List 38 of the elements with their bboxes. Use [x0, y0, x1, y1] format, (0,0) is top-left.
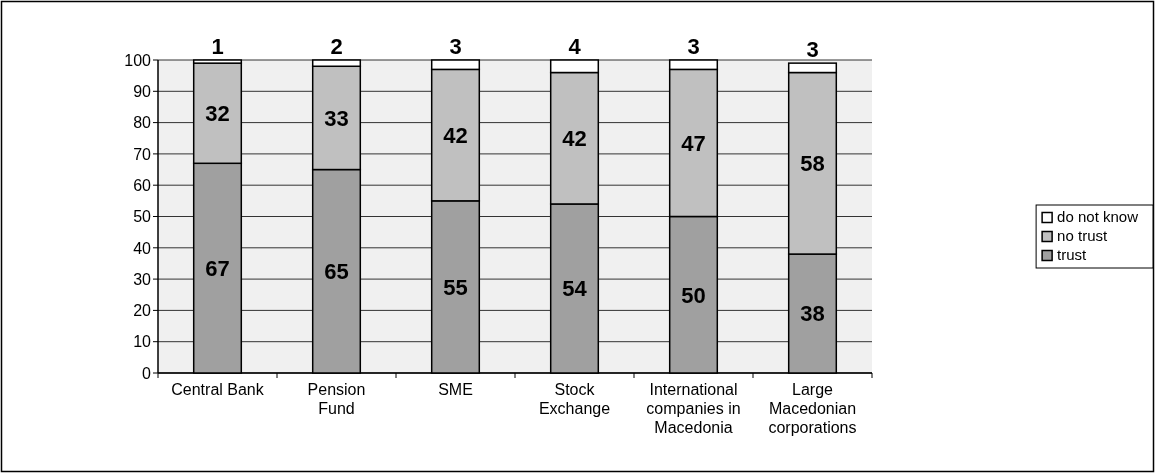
y-tick-label: 10 — [133, 333, 152, 351]
data-label: 2 — [330, 33, 343, 59]
data-label: 33 — [324, 105, 349, 131]
data-label: 1 — [211, 33, 224, 59]
y-tick-label: 100 — [124, 51, 152, 69]
x-tick-label: Central Bank — [171, 381, 265, 398]
data-label: 55 — [443, 274, 468, 300]
data-label: 3 — [687, 33, 700, 59]
y-tick-label: 20 — [133, 302, 152, 320]
y-tick-label: 30 — [133, 270, 152, 288]
x-tick-label: Pension Fund — [307, 381, 366, 417]
y-tick-label: 40 — [133, 239, 152, 257]
x-tick-label: SME — [438, 381, 473, 398]
y-tick-label: 0 — [142, 364, 152, 382]
data-label: 58 — [800, 151, 825, 177]
y-tick-label: 50 — [133, 208, 152, 226]
data-label: 3 — [449, 33, 462, 59]
y-tick-label: 60 — [133, 176, 152, 194]
legend-label: no trust — [1057, 227, 1108, 244]
legend-label: trust — [1057, 246, 1088, 263]
data-label: 65 — [324, 259, 349, 285]
x-tick-label: Stock Exchange — [538, 381, 611, 417]
data-label: 50 — [681, 282, 706, 308]
y-tick-label: 90 — [133, 83, 152, 101]
data-label: 54 — [562, 276, 588, 302]
y-tick-label: 80 — [133, 114, 152, 132]
x-tick-label: International companies in Macedonia — [646, 381, 741, 436]
data-label: 3 — [806, 37, 819, 63]
x-tick-label: Large Macedonian corporations — [768, 381, 857, 436]
y-tick-label: 70 — [133, 145, 152, 163]
data-label: 38 — [800, 301, 825, 327]
data-label: 67 — [205, 256, 230, 282]
data-label: 4 — [568, 33, 582, 59]
data-label: 32 — [205, 101, 230, 127]
data-label: 42 — [562, 126, 587, 152]
legend-label: do not know — [1057, 208, 1139, 225]
data-label: 47 — [681, 130, 706, 156]
data-label: 42 — [443, 123, 468, 149]
